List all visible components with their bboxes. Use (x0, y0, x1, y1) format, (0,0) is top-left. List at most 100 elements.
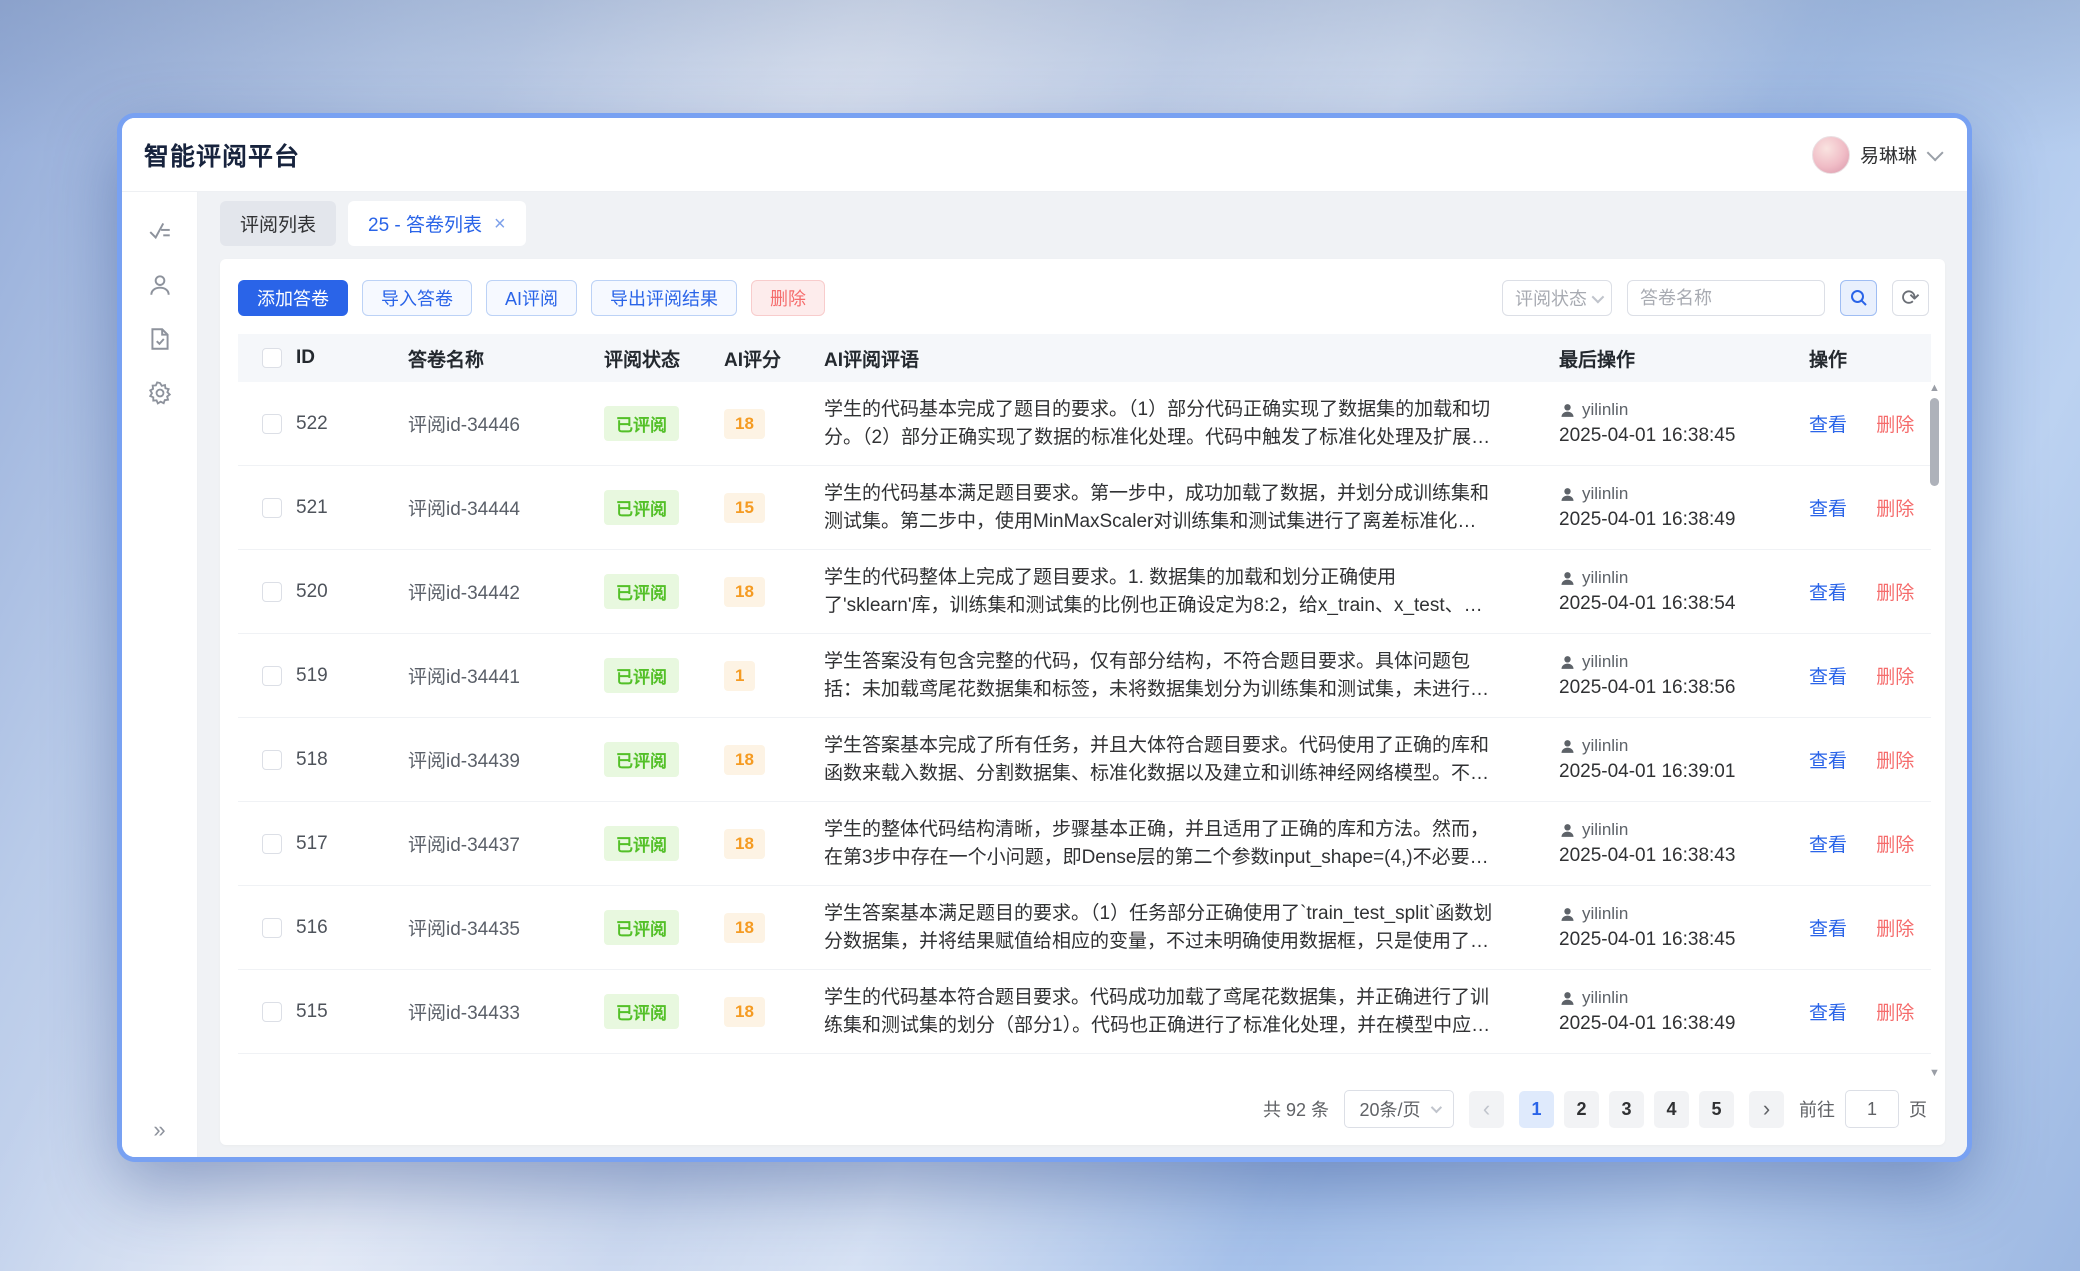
row-name: 评阅id-34435 (408, 919, 520, 940)
person-icon (1561, 991, 1574, 1005)
goto-page-input[interactable] (1845, 1090, 1899, 1128)
sidebar-item-users[interactable] (147, 272, 173, 298)
page-button-5[interactable]: 5 (1699, 1090, 1734, 1128)
tab-close-icon[interactable]: × (494, 212, 506, 235)
next-page-button[interactable]: › (1749, 1090, 1784, 1128)
view-link[interactable]: 查看 (1809, 835, 1848, 856)
row-checkbox[interactable] (262, 749, 282, 770)
sidebar-item-review-tasks[interactable] (147, 218, 173, 244)
row-checkbox[interactable] (262, 413, 282, 434)
table-header-row: ID 答卷名称 评阅状态 AI评分 AI评阅评语 最后操作 操作 (238, 334, 1931, 382)
view-link[interactable]: 查看 (1809, 667, 1848, 688)
col-status: 评阅状态 (604, 349, 681, 371)
delete-button[interactable]: 删除 (751, 280, 826, 316)
row-time: 2025-04-01 16:38:49 (1559, 509, 1736, 530)
search-button[interactable] (1840, 280, 1877, 316)
gear-icon (148, 381, 171, 405)
row-id: 522 (296, 412, 328, 434)
tab-answer-list[interactable]: 25 - 答卷列表 × (348, 201, 526, 246)
row-comment: 学生答案基本完成了所有任务，并且大体符合题目要求。代码使用了正确的库和函数来载入… (824, 734, 1490, 784)
ai-review-button[interactable]: AI评阅 (486, 280, 578, 316)
row-checkbox[interactable] (262, 1001, 282, 1022)
delete-link[interactable]: 删除 (1876, 751, 1915, 772)
tab-review-list[interactable]: 评阅列表 (220, 201, 337, 246)
search-icon (1850, 290, 1867, 306)
row-checkbox[interactable] (262, 665, 282, 686)
select-all-checkbox[interactable] (262, 348, 282, 368)
row-comment: 学生的代码基本满足题目要求。第一步中，成功加载了数据，并划分成训练集和测试集。第… (824, 482, 1490, 532)
table-scrollbar[interactable]: ▲ ▼ (1928, 382, 1941, 1079)
status-badge: 已评阅 (604, 910, 679, 945)
view-link[interactable]: 查看 (1809, 919, 1848, 940)
person-icon (1561, 571, 1574, 585)
row-name: 评阅id-34437 (408, 835, 520, 856)
table-row: 522 评阅id-34446 已评阅 18 学生的代码基本完成了题目的要求。（1… (238, 382, 1931, 466)
row-id: 519 (296, 664, 328, 686)
row-name: 评阅id-34433 (408, 1003, 520, 1024)
page-button-1[interactable]: 1 (1519, 1090, 1554, 1128)
delete-link[interactable]: 删除 (1876, 415, 1915, 436)
row-time: 2025-04-01 16:38:49 (1559, 1013, 1736, 1034)
page-button-2[interactable]: 2 (1564, 1090, 1599, 1128)
score-badge: 15 (724, 492, 765, 523)
page-button-3[interactable]: 3 (1609, 1090, 1644, 1128)
user-name: 易琳琳 (1859, 146, 1917, 167)
view-link[interactable]: 查看 (1809, 583, 1848, 604)
refresh-button[interactable]: ⟳ (1892, 280, 1929, 316)
status-badge: 已评阅 (604, 742, 679, 777)
chevron-down-icon (1926, 143, 1944, 161)
row-operator: yilinlin (1559, 736, 1809, 756)
tab-answer-list-label: 25 - 答卷列表 (368, 215, 483, 236)
view-link[interactable]: 查看 (1809, 415, 1848, 436)
view-link[interactable]: 查看 (1809, 499, 1848, 520)
sidebar-item-documents[interactable] (147, 326, 173, 352)
review-status-select[interactable]: 评阅状态 (1502, 280, 1612, 316)
import-answer-button[interactable]: 导入答卷 (362, 280, 472, 316)
status-badge: 已评阅 (604, 574, 679, 609)
table-row: 520 评阅id-34442 已评阅 18 学生的代码整体上完成了题目要求。1.… (238, 550, 1931, 634)
row-checkbox[interactable] (262, 581, 282, 602)
delete-link[interactable]: 删除 (1876, 667, 1915, 688)
delete-link[interactable]: 删除 (1876, 499, 1915, 520)
row-operator: yilinlin (1559, 400, 1809, 420)
delete-link[interactable]: 删除 (1876, 919, 1915, 940)
scroll-up-icon[interactable]: ▲ (1929, 382, 1940, 394)
row-id: 515 (296, 1000, 328, 1022)
row-checkbox[interactable] (262, 833, 282, 854)
scrollbar-thumb[interactable] (1930, 398, 1939, 486)
delete-link[interactable]: 删除 (1876, 583, 1915, 604)
row-id: 518 (296, 748, 328, 770)
scroll-down-icon[interactable]: ▼ (1929, 1067, 1940, 1079)
view-link[interactable]: 查看 (1809, 1003, 1848, 1024)
avatar[interactable] (1811, 135, 1850, 174)
delete-link[interactable]: 删除 (1876, 835, 1915, 856)
add-answer-button[interactable]: 添加答卷 (238, 280, 348, 316)
row-checkbox[interactable] (262, 497, 282, 518)
scrollbar-track[interactable] (1928, 394, 1941, 1067)
col-comment: AI评阅评语 (824, 349, 920, 371)
view-link[interactable]: 查看 (1809, 751, 1848, 772)
row-id: 516 (296, 916, 328, 938)
row-operator: yilinlin (1559, 484, 1809, 504)
sidebar-collapse-button[interactable]: » (153, 1117, 166, 1142)
delete-link[interactable]: 删除 (1876, 1003, 1915, 1024)
export-results-button[interactable]: 导出评阅结果 (591, 280, 738, 316)
answer-name-input[interactable] (1627, 280, 1825, 316)
document-check-icon (150, 328, 169, 350)
row-time: 2025-04-01 16:38:54 (1559, 593, 1736, 614)
main-panel: 添加答卷 导入答卷 AI评阅 导出评阅结果 删除 评阅状态 (220, 259, 1945, 1145)
user-menu[interactable]: 易琳琳 (1811, 135, 1944, 174)
page-size-select[interactable]: 20条/页 (1344, 1090, 1454, 1128)
table-row: 519 评阅id-34441 已评阅 1 学生答案没有包含完整的代码，仅有部分结… (238, 634, 1931, 718)
sidebar-item-settings[interactable] (147, 380, 173, 406)
page-button-4[interactable]: 4 (1654, 1090, 1689, 1128)
score-badge: 18 (724, 828, 765, 859)
row-time: 2025-04-01 16:39:01 (1559, 761, 1736, 782)
prev-page-button[interactable]: ‹ (1469, 1090, 1504, 1128)
row-name: 评阅id-34446 (408, 415, 520, 436)
score-badge: 1 (724, 660, 756, 691)
row-checkbox[interactable] (262, 917, 282, 938)
row-name: 评阅id-34442 (408, 583, 520, 604)
row-time: 2025-04-01 16:38:56 (1559, 677, 1736, 698)
